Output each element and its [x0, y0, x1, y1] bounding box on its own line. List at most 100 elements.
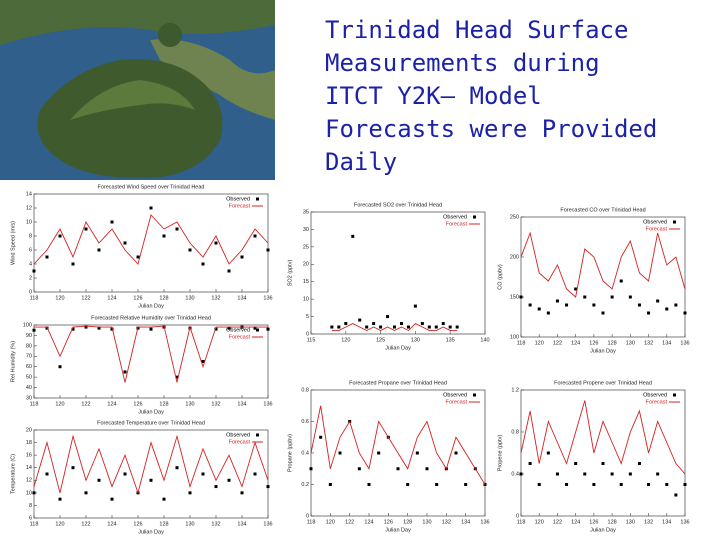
x-tick-label: 134: [461, 519, 470, 525]
observed-point: [45, 472, 49, 476]
observed-point: [84, 227, 88, 231]
observed-point: [188, 491, 192, 495]
observed-point: [110, 327, 114, 331]
observed-point: [434, 325, 438, 329]
observed-point: [425, 467, 429, 471]
x-tick-label: 130: [185, 401, 194, 407]
x-axis-label: Julian Day: [590, 527, 616, 533]
observed-point: [162, 234, 166, 238]
observed-point: [683, 311, 687, 315]
y-axis-label: Propane (ppbv): [287, 434, 293, 472]
x-tick-label: 124: [107, 295, 116, 301]
observed-point: [97, 248, 101, 252]
observed-point: [149, 206, 153, 210]
island-photo: [0, 0, 275, 180]
chart-panel: Forecasted Relative Humidity over Trinid…: [10, 315, 272, 415]
y-tick-label: 0.8: [511, 429, 519, 435]
observed-point: [351, 234, 355, 238]
x-tick-label: 134: [662, 519, 671, 525]
x-tick-label: 130: [185, 295, 194, 301]
chart-panel: Forecasted Temperature over Trinidad Hea…: [10, 420, 272, 535]
x-tick-label: 124: [364, 519, 373, 525]
x-tick-label: 118: [30, 401, 39, 407]
observed-point: [574, 287, 578, 291]
observed-point: [84, 325, 88, 329]
x-tick-label: 122: [81, 295, 90, 301]
observed-point: [71, 262, 75, 266]
observed-point: [393, 325, 397, 329]
chart-panel: Forecasted Propane over Trinidad Head Jul…: [287, 380, 489, 533]
observed-point: [240, 255, 244, 259]
x-tick-label: 122: [81, 401, 90, 407]
observed-point: [454, 451, 458, 455]
observed-point: [201, 262, 205, 266]
chart-title: Forecasted Propane over Trinidad Head: [349, 380, 447, 386]
observed-point: [574, 462, 578, 465]
chart-title: Forecasted Relative Humidity over Trinid…: [91, 315, 211, 321]
y-tick-label: 10: [26, 219, 32, 225]
y-tick-label: 0: [306, 513, 309, 519]
chart-panel: Forecasted Propene over Trinidad Head Jul…: [497, 380, 689, 533]
y-tick-label: 20: [303, 262, 309, 268]
observed-point: [665, 483, 669, 486]
plot-area: [33, 429, 269, 519]
plot-area: [33, 324, 269, 399]
x-tick-label: 124: [571, 519, 580, 525]
observed-point: [32, 269, 36, 273]
observed-point: [628, 295, 632, 299]
observed-point: [136, 255, 140, 259]
x-tick-label: 132: [644, 340, 653, 346]
x-axis-label: Julian Day: [590, 348, 616, 354]
observed-point: [647, 483, 651, 486]
x-tick-label: 120: [341, 337, 350, 343]
x-tick-label: 130: [626, 340, 635, 346]
y-tick-label: 80: [26, 343, 32, 349]
observed-point: [110, 220, 114, 224]
legend-swatch: [256, 328, 259, 332]
y-tick-label: 100: [510, 334, 519, 340]
observed-point: [149, 478, 153, 482]
legend-label: Forecast: [646, 226, 668, 232]
x-tick-label: 134: [662, 340, 671, 346]
x-axis-label: Julian Day: [385, 527, 411, 533]
observed-point: [565, 303, 569, 307]
x-tick-label: 115: [307, 337, 316, 343]
forecast-line: [34, 325, 268, 383]
observed-point: [583, 295, 587, 299]
y-tick-label: 200: [510, 254, 519, 260]
observed-point: [110, 497, 114, 501]
y-tick-label: 60: [26, 364, 32, 370]
x-tick-label: 120: [326, 519, 335, 525]
observed-point: [413, 304, 417, 308]
observed-point: [406, 483, 410, 486]
observed-point: [656, 299, 660, 303]
x-axis-label: Julian Day: [138, 303, 164, 309]
x-tick-label: 136: [480, 519, 489, 525]
forecast-line: [520, 231, 686, 298]
legend-swatch: [256, 197, 259, 201]
observed-point: [357, 467, 361, 471]
plot-area: [33, 193, 269, 293]
observed-point: [58, 365, 62, 369]
x-tick-label: 132: [211, 401, 220, 407]
observed-point: [162, 497, 166, 501]
legend-swatch: [256, 433, 259, 437]
observed-point: [555, 472, 559, 476]
x-tick-label: 136: [263, 521, 272, 527]
observed-point: [227, 478, 231, 482]
observed-point: [519, 295, 523, 299]
observed-point: [406, 325, 410, 329]
observed-point: [214, 241, 218, 245]
y-tick-label: 14: [26, 191, 32, 197]
observed-point: [58, 234, 62, 238]
observed-point: [377, 451, 381, 455]
y-tick-label: 100: [23, 322, 32, 328]
observed-point: [427, 325, 431, 329]
observed-point: [546, 451, 550, 455]
forecast-line: [33, 434, 269, 495]
chart-panel: Forecasted SO2 over Trinidad Head Julian …: [287, 202, 489, 351]
x-axis-label: Julian Day: [138, 529, 164, 535]
y-tick-label: 150: [510, 294, 519, 300]
observed-point: [201, 360, 205, 363]
